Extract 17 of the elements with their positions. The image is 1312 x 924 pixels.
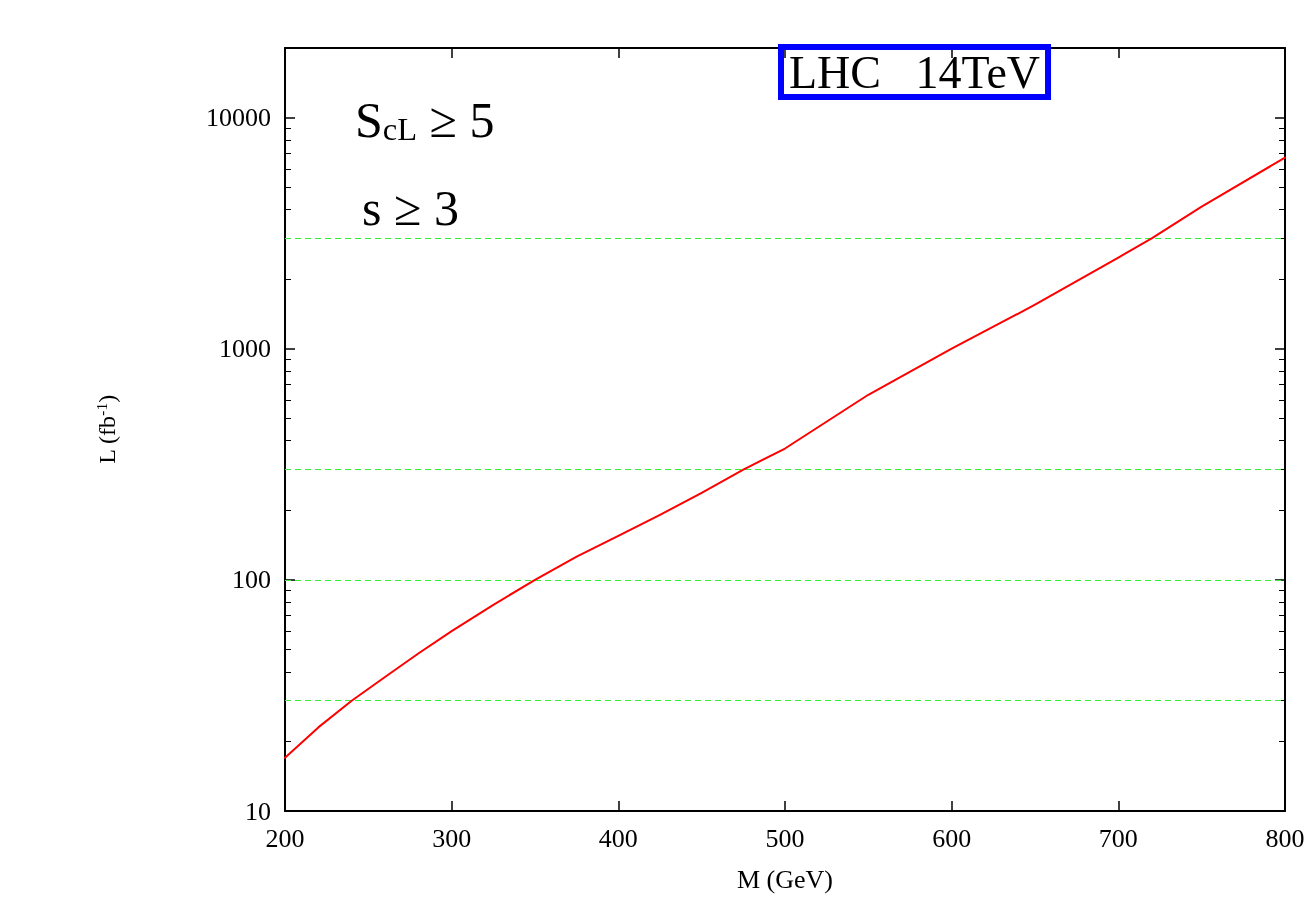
annotation: s ≥ 3	[362, 180, 459, 236]
y-tick-label: 10	[245, 796, 271, 826]
x-tick-label: 200	[265, 823, 305, 853]
x-tick-label: 600	[932, 823, 972, 853]
x-tick-label: 700	[1098, 823, 1138, 853]
y-tick-label: 10000	[206, 103, 271, 133]
x-tick-label: 400	[598, 823, 638, 853]
y-tick-label: 1000	[219, 334, 271, 364]
y-tick-label: 100	[232, 565, 271, 595]
x-tick-label: 300	[432, 823, 472, 853]
x-tick-label: 800	[1265, 823, 1305, 853]
y-axis-title: L (fb-1)	[92, 394, 120, 464]
annotation: ScL ≥ 5	[355, 92, 495, 148]
x-tick-label: 500	[765, 823, 805, 853]
x-axis-title: M (GeV)	[736, 864, 834, 894]
line-series	[284, 156, 1286, 759]
annotation: LHC 14TeV	[789, 46, 1041, 98]
